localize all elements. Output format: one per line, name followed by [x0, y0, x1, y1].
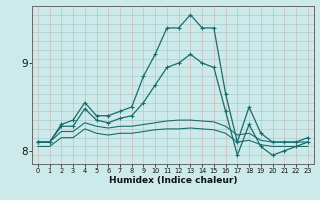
X-axis label: Humidex (Indice chaleur): Humidex (Indice chaleur): [108, 176, 237, 185]
